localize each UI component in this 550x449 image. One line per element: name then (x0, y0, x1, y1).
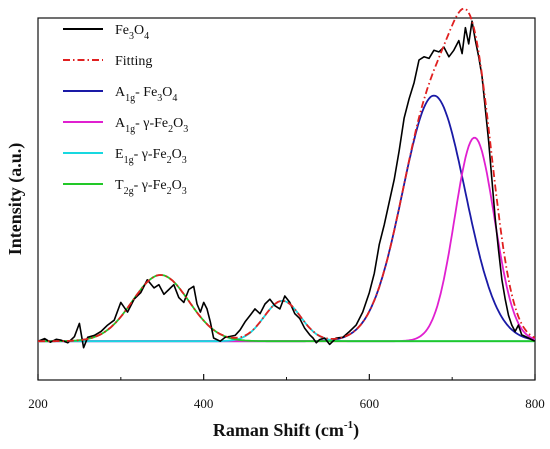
x-tick-label-200: 200 (28, 396, 48, 411)
series-line-5 (38, 274, 535, 343)
x-axis-title: Raman Shift (cm-1) (213, 419, 359, 441)
legend-label-0-part-2: O (134, 23, 144, 38)
legend-label-0-part-0: Fe (115, 23, 129, 38)
legend-label-5-part-3: 2 (167, 186, 172, 197)
legend-label-2-part-0: A (115, 85, 126, 100)
series-layer (37, 7, 536, 349)
legend-label-2-part-4: O (162, 85, 172, 100)
x-axis: 200 400 600 800 (28, 374, 545, 411)
legend-label-5: T2g- γ-Fe2O3 (115, 178, 187, 197)
legend-label-0-part-3: 4 (144, 31, 149, 42)
legend-label-3-part-3: 2 (168, 124, 173, 135)
legend-label-2-part-1: 1g (125, 93, 135, 104)
series-line-2 (38, 94, 536, 343)
legend-label-5-part-4: O (172, 178, 182, 193)
legend-label-3: A1g- γ-Fe2O3 (115, 116, 188, 135)
legend-label-3-part-4: O (173, 116, 183, 131)
legend-label-1: Fitting (115, 54, 152, 69)
legend-label-1-part-0: Fitting (115, 54, 152, 69)
legend-label-5-part-2: - γ-Fe (134, 178, 167, 193)
legend-label-2-part-3: 3 (157, 93, 162, 104)
legend-label-0-part-1: 3 (129, 31, 134, 42)
legend-label-4-part-4: O (172, 147, 182, 162)
y-axis-title: Intensity (a.u.) (5, 143, 26, 256)
legend-label-5-part-1: 2g (124, 186, 134, 197)
x-axis-title-main: Raman Shift (cm (213, 420, 344, 441)
legend-label-4-part-3: 2 (167, 155, 172, 166)
x-tick-label-800: 800 (525, 396, 545, 411)
x-axis-title-suffix: ) (353, 420, 359, 441)
legend-label-4-part-2: - γ-Fe (134, 147, 167, 162)
x-axis-title-sup: -1 (344, 419, 353, 431)
legend-label-3-part-1: 1g (125, 124, 135, 135)
legend-label-2-part-5: 4 (172, 93, 177, 104)
legend-label-4-part-0: E (115, 147, 124, 162)
legend-label-0: Fe3O4 (115, 23, 149, 42)
legend-label-4: E1g- γ-Fe2O3 (115, 147, 187, 166)
legend-label-3-part-5: 3 (183, 124, 188, 135)
x-tick-label-400: 400 (194, 396, 214, 411)
legend-label-4-part-5: 3 (182, 155, 187, 166)
series-line-0 (37, 20, 536, 349)
legend-label-2-part-2: - Fe (135, 85, 157, 100)
series-line-1 (38, 7, 536, 343)
legend-label-5-part-0: T (115, 178, 124, 193)
x-tick-label-600: 600 (360, 396, 380, 411)
legend-label-4-part-1: 1g (124, 155, 134, 166)
legend-label-5-part-5: 3 (182, 186, 187, 197)
legend-label-3-part-2: - γ-Fe (135, 116, 168, 131)
legend-label-3-part-0: A (115, 116, 126, 131)
legend-label-2: A1g- Fe3O4 (115, 85, 177, 104)
